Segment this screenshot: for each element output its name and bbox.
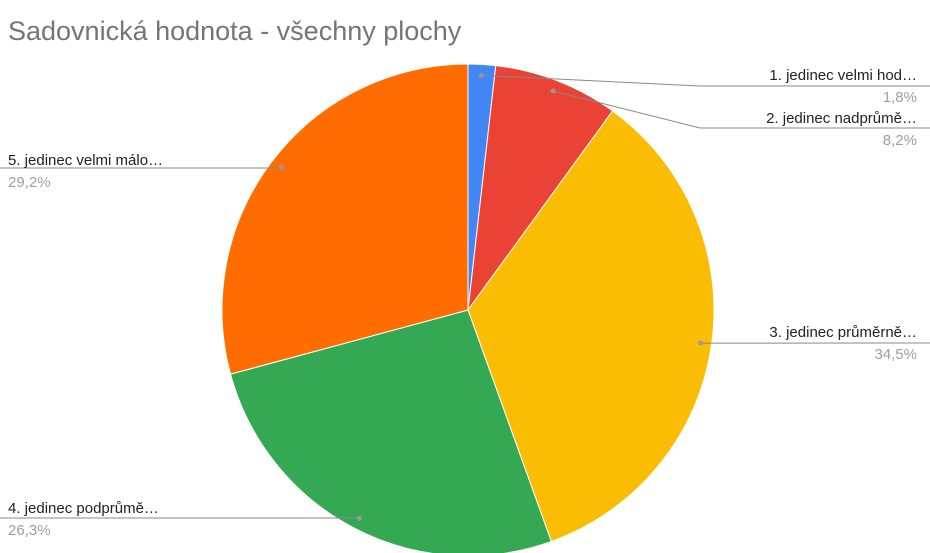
- pie-slice: [467, 65, 614, 312]
- slice-label: 4. jedinec podprůmě…: [8, 500, 159, 517]
- leader-dot: [278, 164, 284, 170]
- slice-value-label: 26,3%: [8, 522, 51, 539]
- slice-value-label: 1,8%: [883, 89, 917, 106]
- slice-label: 1. jedinec velmi hod…: [769, 67, 917, 84]
- leader-line: [553, 90, 930, 129]
- leader-dot: [478, 72, 484, 78]
- slice-value-label: 8,2%: [883, 132, 917, 149]
- pie-slice: [467, 110, 715, 543]
- slice-value-label: 34,5%: [874, 346, 917, 363]
- slice-value-label: 29,2%: [8, 174, 51, 191]
- slice-label: 5. jedinec velmi málo…: [8, 152, 163, 169]
- leader-line: [481, 74, 930, 87]
- chart-title: Sadovnická hodnota - všechny plochy: [8, 16, 462, 46]
- pie-slice: [229, 309, 552, 553]
- leader-dot: [356, 515, 362, 521]
- slice-label: 3. jedinec průměrně…: [769, 324, 917, 341]
- pie-slice: [221, 63, 469, 375]
- leader-dot: [550, 88, 556, 94]
- leader-dot: [698, 340, 704, 346]
- slice-label: 2. jedinec nadprůmě…: [766, 110, 917, 127]
